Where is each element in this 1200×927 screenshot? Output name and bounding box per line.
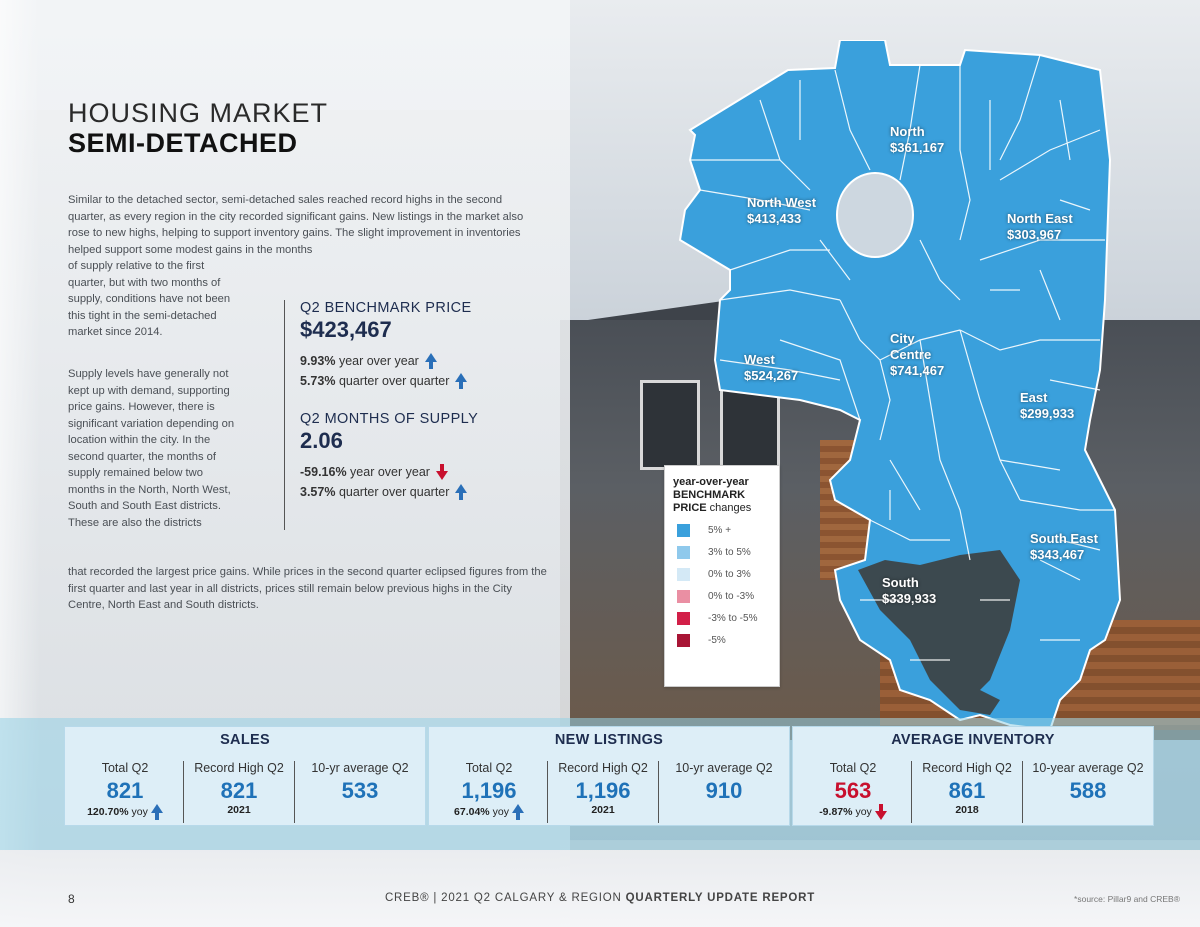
inventory-average: 10-year average Q2 588	[1032, 761, 1144, 803]
footer-title: CREB® | 2021 Q2 CALGARY & REGION QUARTER…	[384, 892, 816, 904]
average-inventory-card: AVERAGE INVENTORY Total Q2 563 -9.87% yo…	[792, 726, 1154, 826]
inventory-record: Record High Q2 861 2018	[911, 761, 1023, 823]
body-paragraph-1b: of supply relative to the first quarter,…	[68, 260, 231, 338]
map-label-city-centre: City Centre $741,467	[890, 331, 945, 378]
arrow-down-icon	[874, 804, 887, 820]
calgary-district-map	[678, 40, 1122, 730]
arrow-up-icon	[455, 484, 468, 500]
arrow-up-icon	[150, 804, 163, 820]
sales-total: Total Q2 821 120.70% yoy	[69, 761, 181, 823]
benchmark-qoq: 5.73% quarter over quarter	[300, 373, 534, 389]
benchmark-panel: Q2 BENCHMARK PRICE $423,467 9.93% year o…	[284, 300, 534, 530]
supply-yoy: -59.16% year over year	[300, 464, 534, 480]
new-listings-card: NEW LISTINGS Total Q2 1,196 67.04% yoy R…	[428, 726, 790, 826]
legend-item: 3% to 5%	[673, 546, 771, 559]
listings-total: Total Q2 1,196 67.04% yoy	[433, 761, 545, 823]
body-paragraph-1a: Similar to the detached sector, semi-det…	[68, 194, 524, 256]
arrow-up-icon	[455, 373, 468, 389]
legend-item: -5%	[673, 634, 771, 647]
body-paragraph-2a: Supply levels have generally not kept up…	[68, 368, 235, 529]
map-legend: year-over-year BENCHMARK PRICE changes 5…	[664, 465, 780, 687]
map-label-north-west: North West $413,433	[747, 195, 817, 226]
map-label-north: North $361,167	[890, 124, 945, 155]
supply-label: Q2 MONTHS OF SUPPLY	[300, 411, 479, 427]
benchmark-yoy: 9.93% year over year	[300, 353, 534, 369]
source-note: *source: Pillar9 and CREB®	[1074, 894, 1180, 904]
page-heading-line2: SEMI-DETACHED	[68, 128, 298, 158]
sales-card: SALES Total Q2 821 120.70% yoy Record Hi…	[64, 726, 426, 826]
map-label-south: South $339,933	[882, 575, 937, 606]
legend-item: 0% to -3%	[673, 590, 771, 603]
map-label-north-east: North East $303,967	[1007, 211, 1073, 242]
sales-average: 10-yr average Q2 533	[311, 761, 409, 803]
inventory-title: AVERAGE INVENTORY	[891, 732, 1055, 748]
sales-record: Record High Q2 821 2021	[183, 761, 295, 823]
legend-item: 0% to 3%	[673, 568, 771, 581]
benchmark-value: $423,467	[300, 317, 392, 342]
listings-record: Record High Q2 1,196 2021	[547, 761, 659, 823]
inventory-total: Total Q2 563 -9.87% yoy	[797, 761, 909, 823]
legend-item: 5% +	[673, 524, 771, 537]
map-label-west: West $524,267	[744, 352, 799, 383]
supply-qoq: 3.57% quarter over quarter	[300, 484, 534, 500]
page-heading-line1: HOUSING MARKET	[68, 98, 329, 128]
arrow-up-icon	[511, 804, 524, 820]
new-listings-title: NEW LISTINGS	[554, 732, 664, 748]
map-label-east: East $299,933	[1020, 390, 1075, 421]
sales-title: SALES	[220, 732, 270, 748]
arrow-up-icon	[424, 353, 437, 369]
legend-title: year-over-year BENCHMARK PRICE changes	[673, 476, 752, 514]
page-number: 8	[68, 892, 75, 906]
legend-item: -3% to -5%	[673, 612, 771, 625]
supply-value: 2.06	[300, 428, 343, 453]
listings-average: 10-yr average Q2 910	[675, 761, 773, 803]
map-label-south-east: South East $343,467	[1030, 531, 1098, 562]
arrow-down-icon	[435, 464, 448, 480]
body-paragraph-2b: that recorded the largest price gains. W…	[68, 566, 547, 611]
benchmark-label: Q2 BENCHMARK PRICE	[300, 300, 472, 316]
